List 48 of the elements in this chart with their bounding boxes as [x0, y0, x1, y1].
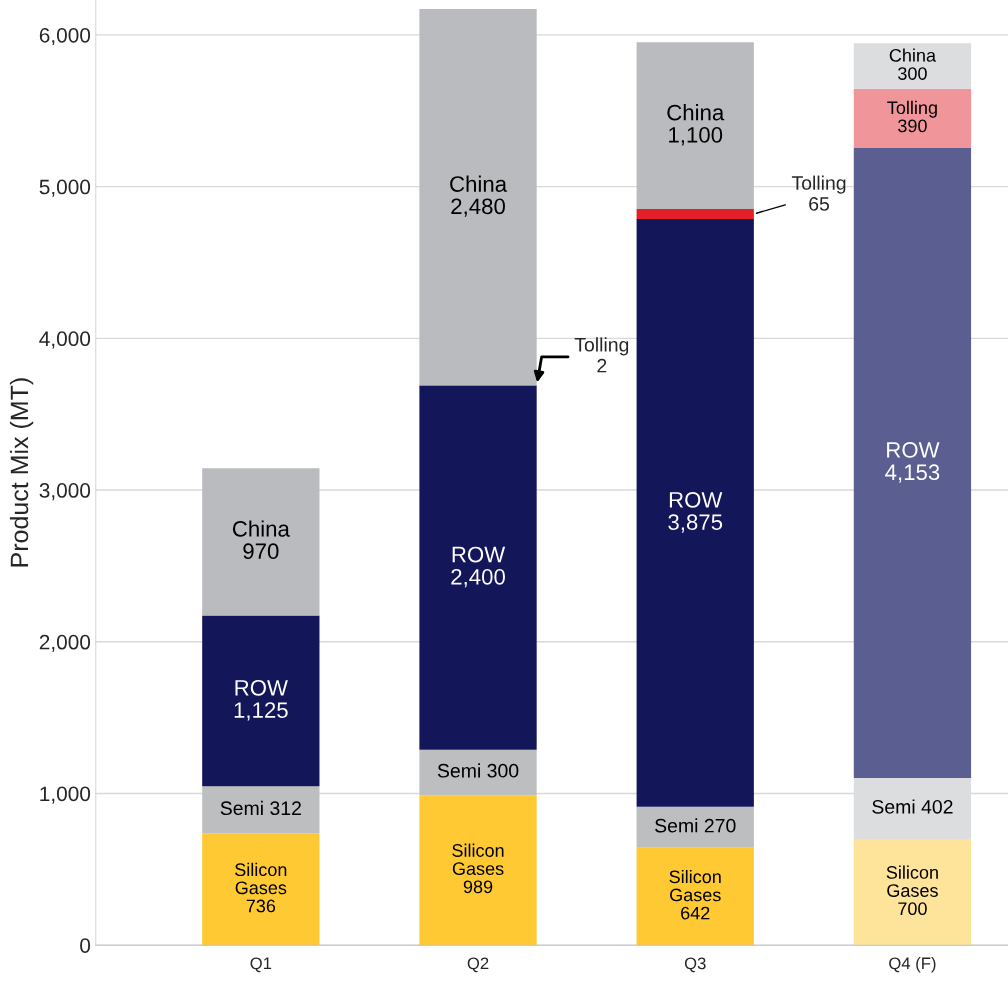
data-label: Silicon Gases 700: [886, 865, 938, 916]
bar: [202, 833, 320, 946]
bar: [419, 749, 537, 796]
x-tick-label: Q1: [250, 957, 272, 973]
data-label: China 1,100: [667, 104, 725, 146]
data-label: ROW 1,125: [234, 679, 288, 721]
data-label: China 2,480: [450, 175, 508, 217]
data-label: Semi 312: [220, 800, 301, 816]
bar: [636, 209, 754, 219]
y-tick-label: 6,000: [39, 27, 91, 46]
bar: [853, 147, 972, 779]
y-tick-label: 4,000: [39, 331, 91, 349]
data-label: ROW 2,400: [451, 546, 506, 588]
y-axis-title: Product Mix (MT): [9, 378, 34, 567]
bar: [853, 839, 972, 946]
y-tick-label: 5,000: [39, 179, 91, 197]
bar: [636, 218, 754, 807]
data-label: Semi 300: [437, 763, 519, 778]
y-tick-label: 0: [80, 938, 91, 953]
data-label: Semi 270: [655, 818, 736, 833]
x-tick-label: Q4 (F): [889, 957, 936, 973]
bar: [202, 615, 320, 787]
bar: [636, 847, 754, 946]
data-label: Silicon Gases 642: [669, 869, 721, 920]
y-tick-label: 1,000: [40, 786, 91, 804]
data-label: Silicon Gases 989: [452, 843, 504, 894]
bar: [419, 795, 537, 946]
data-label: Semi 402: [872, 799, 953, 814]
bar: [419, 8, 537, 386]
bar: [202, 786, 320, 834]
bar: [636, 42, 754, 210]
bar: [202, 468, 320, 616]
bar: [636, 806, 754, 848]
x-tick-label: Q3: [684, 957, 706, 973]
data-label: China 300: [889, 48, 937, 80]
bar: [853, 43, 972, 89]
data-label: Tolling 2: [574, 337, 629, 373]
x-tick-label: Q2: [467, 957, 489, 973]
data-label: Tolling 65: [791, 175, 846, 211]
data-label: China 970: [232, 520, 290, 560]
data-label: Tolling 390: [887, 100, 937, 133]
data-label: Silicon Gases 736: [235, 862, 287, 913]
bar: [419, 385, 537, 750]
data-label: ROW 3,875: [668, 491, 723, 533]
y-tick-label: 2,000: [39, 634, 91, 652]
y-tick-label: 3,000: [39, 483, 91, 501]
bar: [853, 88, 972, 148]
data-label: ROW 4,153: [885, 442, 940, 483]
